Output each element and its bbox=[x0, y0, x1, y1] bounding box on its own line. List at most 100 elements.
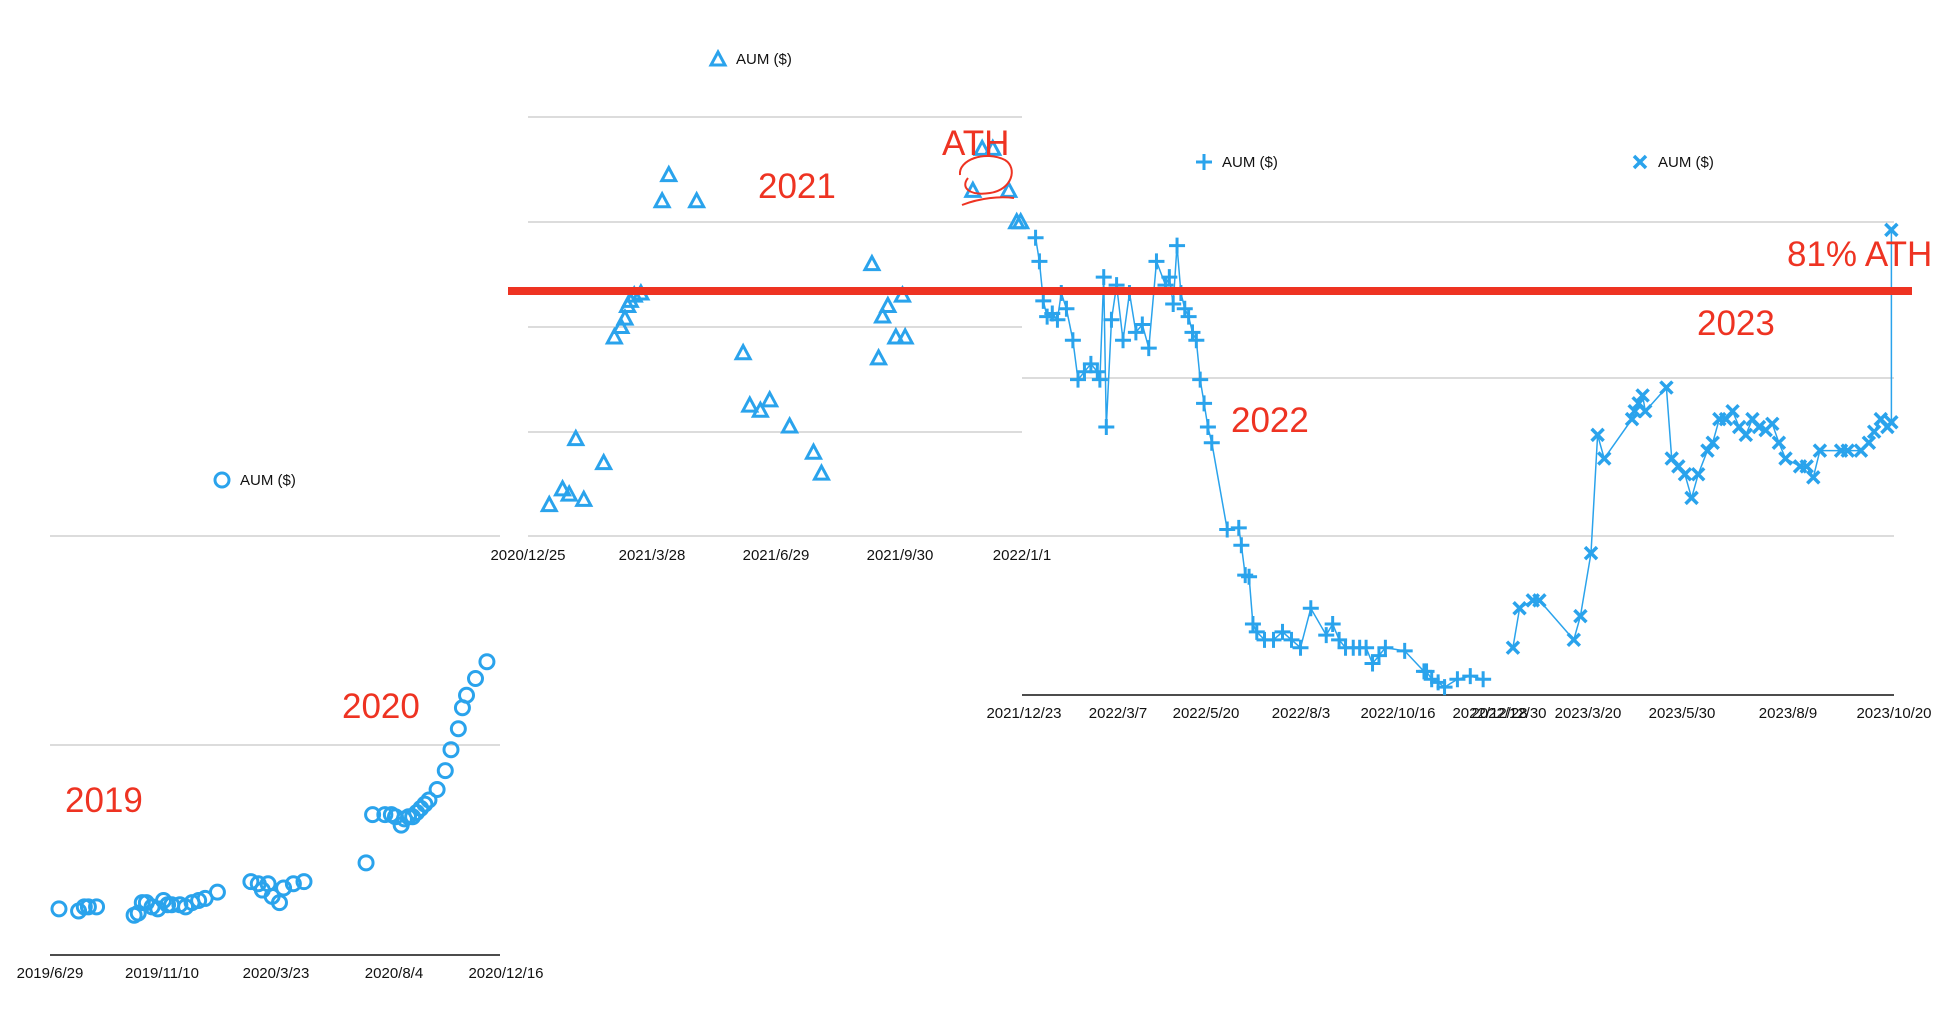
data-point-2021 bbox=[869, 347, 889, 366]
x-tick-label: 2020/12/16 bbox=[468, 965, 543, 982]
data-point-2023 bbox=[1861, 435, 1877, 450]
data-point-2022 bbox=[1475, 671, 1492, 688]
data-point-2022 bbox=[1244, 616, 1261, 633]
x-tick-label: 2023/8/9 bbox=[1759, 705, 1817, 722]
data-point-2023 bbox=[1596, 451, 1612, 466]
x-tick-label: 2020/12/25 bbox=[490, 547, 565, 564]
data-point-2022 bbox=[1274, 623, 1291, 640]
data-point-2022 bbox=[1115, 332, 1132, 349]
data-point-2021 bbox=[594, 452, 614, 471]
legend-label: AUM ($) bbox=[736, 51, 792, 68]
data-point-2021 bbox=[733, 342, 753, 361]
data-point-2022 bbox=[1089, 363, 1106, 380]
data-point-2023 bbox=[1840, 443, 1855, 458]
data-point-2021 bbox=[611, 316, 631, 334]
data-point-2022 bbox=[1180, 308, 1197, 325]
data-point-2021 bbox=[873, 305, 893, 324]
data-point-2023 bbox=[1566, 632, 1582, 648]
data-point-2019-2020 bbox=[295, 873, 313, 891]
data-point-2023 bbox=[1771, 435, 1787, 450]
data-point-2019-2020 bbox=[155, 892, 173, 910]
data-point-2022 bbox=[1140, 340, 1157, 357]
data-point-2023 bbox=[1690, 467, 1706, 482]
data-point-2022 bbox=[1248, 623, 1265, 640]
data-point-2021 bbox=[803, 442, 824, 460]
data-point-2019-2020 bbox=[478, 653, 496, 671]
data-point-2022 bbox=[1358, 639, 1375, 656]
data-point-2022 bbox=[1098, 418, 1115, 435]
data-point-2021 bbox=[895, 326, 915, 345]
data-point-2021 bbox=[972, 138, 992, 156]
data-point-2023 bbox=[1684, 490, 1699, 506]
data-point-2022 bbox=[1219, 521, 1236, 538]
data-point-2022 bbox=[1161, 269, 1178, 286]
data-point-2023 bbox=[1705, 435, 1720, 450]
x-tick-label: 2022/10/16 bbox=[1360, 705, 1435, 722]
x-tick-label: 2022/1/1 bbox=[993, 547, 1051, 564]
x-tick-label: 2022/12/28 bbox=[1452, 705, 1527, 722]
annotation-2019: 2019 bbox=[65, 781, 143, 820]
data-point-2023 bbox=[1765, 416, 1780, 432]
data-point-2019-2020 bbox=[284, 875, 302, 893]
data-point-2021 bbox=[999, 180, 1019, 198]
data-point-2022 bbox=[1134, 316, 1151, 333]
annotation-2023: 2023 bbox=[1697, 304, 1775, 343]
data-point-2019-2020 bbox=[242, 873, 260, 891]
data-point-2021 bbox=[1011, 211, 1031, 230]
x-tick-label: 2022/5/20 bbox=[1173, 705, 1240, 722]
data-point-2022 bbox=[1199, 418, 1216, 435]
legend-label: AUM ($) bbox=[240, 472, 296, 489]
data-point-2023 bbox=[1505, 640, 1521, 655]
data-point-2019-2020 bbox=[88, 898, 106, 916]
data-point-2019-2020 bbox=[466, 669, 484, 687]
data-point-2023 bbox=[1583, 545, 1599, 561]
data-point-2021 bbox=[553, 478, 573, 497]
x-tick-label: 2019/11/10 bbox=[125, 965, 199, 982]
legend-label: AUM ($) bbox=[1658, 154, 1714, 171]
annotation-2021: 2021 bbox=[758, 167, 836, 206]
data-point-2019-2020 bbox=[79, 898, 97, 916]
data-point-2023 bbox=[1638, 403, 1653, 419]
data-point-2022 bbox=[1203, 434, 1220, 451]
legend-2022: AUM ($) bbox=[1196, 154, 1278, 171]
data-point-2022 bbox=[1377, 639, 1394, 656]
data-point-2019-2020 bbox=[416, 795, 434, 813]
data-point-2022 bbox=[1283, 631, 1300, 648]
data-point-2021 bbox=[574, 489, 594, 507]
annotation-2020: 2020 bbox=[342, 687, 420, 726]
data-point-2022 bbox=[1462, 668, 1479, 685]
data-point-2023 bbox=[1659, 380, 1674, 395]
data-point-2021 bbox=[615, 307, 635, 326]
series-line-2022 bbox=[1034, 237, 1484, 689]
data-point-2022 bbox=[1027, 229, 1044, 246]
data-point-2023 bbox=[1778, 451, 1793, 466]
data-point-2022 bbox=[1396, 642, 1413, 659]
data-point-2022 bbox=[1035, 292, 1052, 309]
data-point-2019-2020 bbox=[428, 780, 446, 798]
x-tick-label: 2020/3/23 bbox=[243, 965, 310, 982]
data-point-2022 bbox=[1292, 639, 1309, 656]
data-point-2023 bbox=[1624, 411, 1640, 427]
data-point-2023 bbox=[1590, 427, 1605, 443]
x-tick-label: 2021/3/28 bbox=[619, 547, 686, 564]
data-point-2019-2020 bbox=[208, 883, 226, 901]
data-point-2021 bbox=[559, 483, 579, 502]
data-point-2019-2020 bbox=[458, 686, 476, 704]
data-point-2022 bbox=[1265, 631, 1282, 648]
data-point-2022 bbox=[1165, 295, 1182, 312]
data-point-2023 bbox=[1512, 601, 1527, 616]
x-tick-label: 2022/12/30 bbox=[1471, 705, 1546, 722]
x-tick-label: 2020/8/4 bbox=[365, 965, 423, 982]
data-point-2019-2020 bbox=[270, 894, 288, 912]
annotation-2022: 2022 bbox=[1231, 401, 1309, 440]
data-point-2021 bbox=[652, 190, 672, 209]
series-line-2023 bbox=[1512, 229, 1893, 648]
data-point-2022 bbox=[1058, 300, 1075, 317]
data-point-2023 bbox=[1677, 467, 1693, 482]
data-point-2023 bbox=[1866, 424, 1882, 439]
x-tick-label: 2021/6/29 bbox=[743, 547, 810, 564]
data-point-2021 bbox=[566, 428, 586, 447]
x-tick-label: 2023/5/30 bbox=[1649, 705, 1716, 722]
